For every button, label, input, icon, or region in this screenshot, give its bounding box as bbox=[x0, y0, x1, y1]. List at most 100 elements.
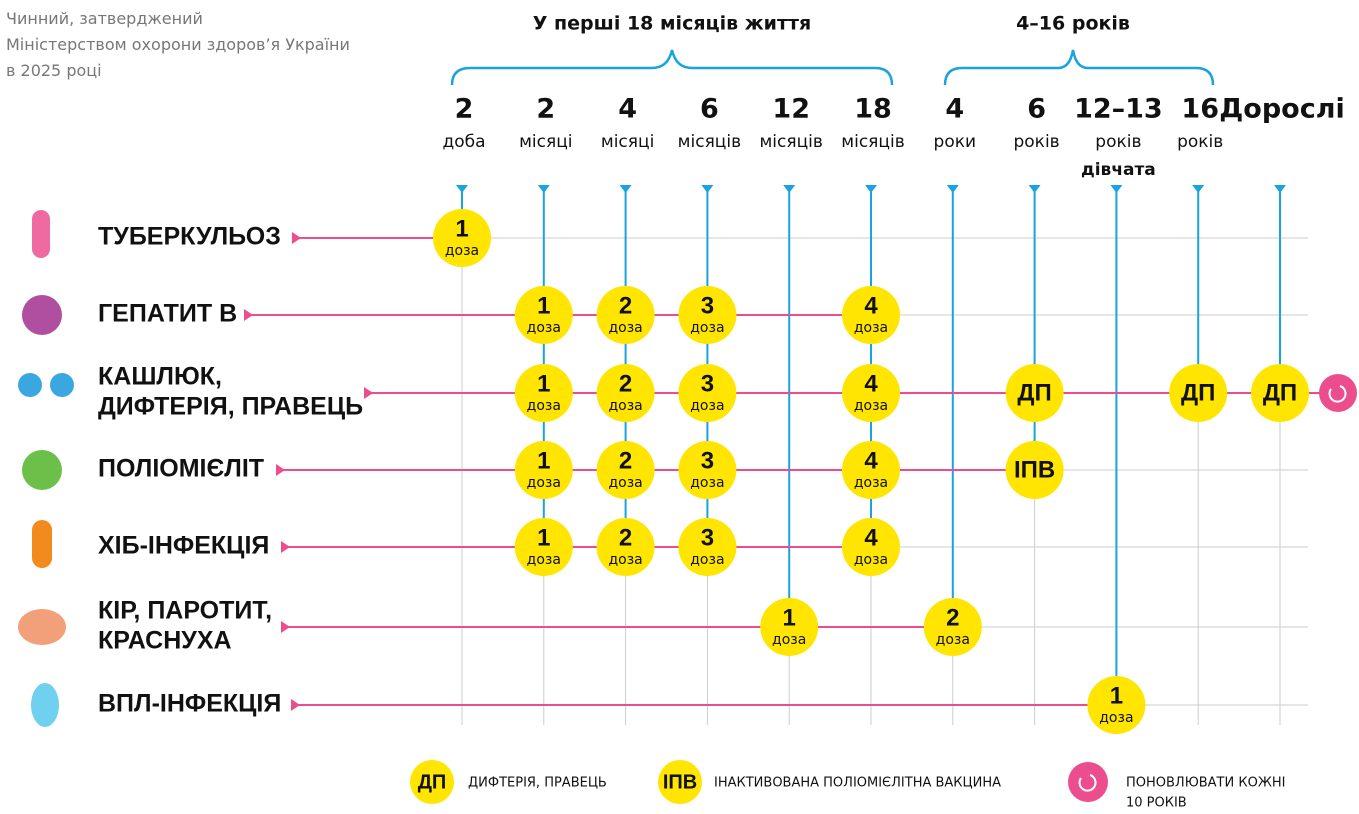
disease-name: ДИФТЕРІЯ, ПРАВЕЦЬ bbox=[98, 393, 363, 421]
age-number: 6 bbox=[700, 94, 719, 125]
note: Чинний, затверджений bbox=[6, 9, 203, 28]
dose-unit: доза bbox=[854, 398, 888, 414]
dose-number: 3 bbox=[701, 370, 714, 397]
age-number: 18 bbox=[854, 94, 892, 125]
dose-number: 2 bbox=[619, 447, 632, 474]
age-number: 12 bbox=[772, 94, 810, 125]
icon bbox=[32, 520, 52, 568]
dose-number: 4 bbox=[864, 370, 878, 397]
brace bbox=[945, 50, 1213, 85]
age-number: 16 bbox=[1181, 94, 1219, 125]
dose-number: 3 bbox=[701, 524, 714, 551]
disease-name: ГЕПАТИТ В bbox=[98, 300, 237, 328]
age-unit: місяці bbox=[601, 132, 654, 152]
age-unit: років bbox=[1095, 132, 1141, 152]
dose-unit: доза bbox=[445, 243, 479, 259]
age-unit: років bbox=[1177, 132, 1223, 152]
dose-label: ДП bbox=[1263, 379, 1297, 406]
icon bbox=[32, 210, 50, 258]
disease-marker bbox=[244, 309, 253, 321]
icon bbox=[50, 373, 74, 397]
disease-name: КАШЛЮК, bbox=[98, 363, 222, 391]
disease-marker bbox=[276, 464, 285, 476]
age-marker bbox=[1029, 185, 1041, 193]
age-marker bbox=[1110, 185, 1122, 193]
disease-name: ТУБЕРКУЛЬОЗ bbox=[98, 223, 281, 251]
dose-unit: доза bbox=[608, 398, 642, 414]
age-unit: роки bbox=[934, 132, 977, 152]
renew-icon bbox=[1319, 374, 1357, 412]
age-number: 4 bbox=[618, 94, 637, 125]
age-number: 2 bbox=[455, 94, 474, 125]
age-marker bbox=[947, 185, 959, 193]
age-unit: років bbox=[1013, 132, 1059, 152]
dose-number: 2 bbox=[619, 370, 632, 397]
disease-marker bbox=[364, 387, 373, 399]
dose-unit: доза bbox=[1099, 710, 1133, 726]
dose-number: 1 bbox=[537, 524, 550, 551]
dose-number: 3 bbox=[701, 447, 714, 474]
group-label: 4–16 років bbox=[1016, 13, 1130, 35]
icon bbox=[22, 295, 62, 335]
icon bbox=[31, 683, 59, 727]
disease-name: ПОЛІОМІЄЛІТ bbox=[98, 455, 264, 483]
dose-unit: доза bbox=[527, 398, 561, 414]
age-marker bbox=[701, 185, 713, 193]
dose-unit: доза bbox=[608, 552, 642, 568]
dose-number: 4 bbox=[864, 524, 878, 551]
dose-number: 1 bbox=[537, 370, 550, 397]
dose-unit: доза bbox=[854, 475, 888, 491]
dose-unit: доза bbox=[690, 398, 724, 414]
dose-unit: доза bbox=[936, 632, 970, 648]
legend-text: ДИФТЕРІЯ, ПРАВЕЦЬ bbox=[468, 776, 607, 791]
icon bbox=[18, 609, 66, 645]
dose-label: ДП bbox=[1181, 379, 1215, 406]
age-unit: місяців bbox=[841, 132, 904, 152]
age-unit: місяців bbox=[759, 132, 822, 152]
dose-unit: доза bbox=[690, 320, 724, 336]
dose-number: 1 bbox=[1110, 682, 1123, 709]
dose-number: 3 bbox=[701, 292, 714, 319]
age-note: дівчата bbox=[1081, 160, 1156, 180]
dose-number: 2 bbox=[946, 604, 959, 631]
disease-marker bbox=[281, 541, 290, 553]
legend: ДП ДИФТЕРІЯ, ПРАВЕЦЬ ІПВ ІНАКТИВОВАНА ПО… bbox=[410, 760, 1285, 811]
dose-unit: доза bbox=[690, 552, 724, 568]
dose-unit: доза bbox=[854, 320, 888, 336]
note: Міністерством охорони здоров’я України bbox=[6, 35, 350, 54]
brace bbox=[452, 50, 892, 85]
age-number: 2 bbox=[536, 94, 555, 125]
age-number: 12–13 bbox=[1074, 94, 1163, 125]
dose-number: 1 bbox=[537, 292, 550, 319]
age-unit: місяці bbox=[519, 132, 572, 152]
dose-number: 2 bbox=[619, 292, 632, 319]
dose-unit: доза bbox=[527, 320, 561, 336]
age-number: 6 bbox=[1027, 94, 1046, 125]
dose-number: 1 bbox=[537, 447, 550, 474]
dose-unit: доза bbox=[527, 552, 561, 568]
age-marker bbox=[865, 185, 877, 193]
age-marker bbox=[620, 185, 632, 193]
icons bbox=[18, 210, 74, 727]
legend-symbol-label: ДП bbox=[418, 771, 447, 793]
disease-name: ВПЛ-ІНФЕКЦІЯ bbox=[98, 690, 281, 718]
legend-symbol bbox=[1068, 762, 1108, 802]
icon bbox=[18, 373, 42, 397]
dose-unit: доза bbox=[527, 475, 561, 491]
note: в 2025 році bbox=[6, 61, 102, 80]
legend-text: ІНАКТИВОВАНА ПОЛІОМІЄЛІТНА ВАКЦИНА bbox=[714, 776, 1001, 791]
age-unit: доба bbox=[442, 132, 485, 152]
legend-text: ПОНОВЛЮВАТИ КОЖНІ bbox=[1126, 776, 1285, 791]
disease-name: КІР, ПАРОТИТ, bbox=[98, 597, 272, 625]
dose-number: 4 bbox=[864, 447, 878, 474]
dose-unit: доза bbox=[772, 632, 806, 648]
dose-number: 2 bbox=[619, 524, 632, 551]
disease-name: КРАСНУХА bbox=[98, 627, 232, 655]
dose-unit: доза bbox=[608, 475, 642, 491]
dose-label: ІПВ bbox=[1014, 456, 1055, 483]
age-marker bbox=[538, 185, 550, 193]
age-number: Дорослі bbox=[1219, 94, 1345, 125]
dose-unit: доза bbox=[854, 552, 888, 568]
dose-unit: доза bbox=[690, 475, 724, 491]
disease-marker bbox=[291, 699, 300, 711]
